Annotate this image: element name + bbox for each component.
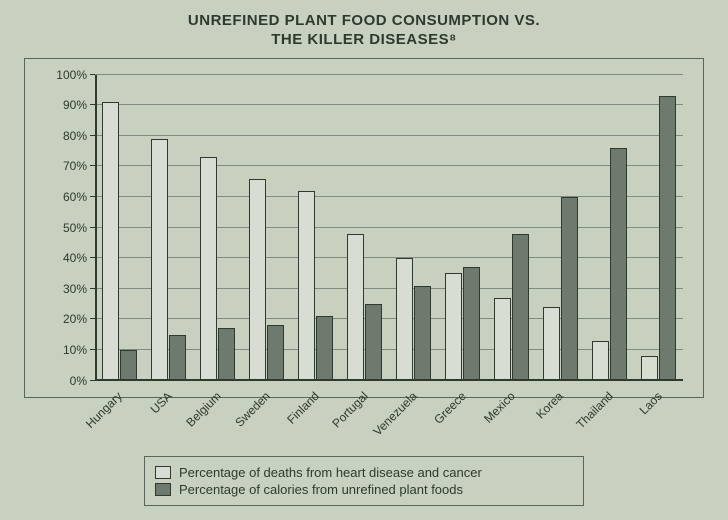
legend-item-deaths: Percentage of deaths from heart disease … <box>155 465 573 480</box>
bar-group <box>291 75 340 381</box>
bar-calories <box>120 350 137 381</box>
bar-group <box>389 75 438 381</box>
bar-group <box>634 75 683 381</box>
x-tick-label: Korea <box>534 389 567 422</box>
legend-label-deaths: Percentage of deaths from heart disease … <box>179 465 482 480</box>
bar-group <box>95 75 144 381</box>
y-tick-label: 0% <box>70 374 87 388</box>
y-tick-label: 40% <box>63 251 87 265</box>
x-axis-labels: HungaryUSABelgiumSwedenFinlandPortugalVe… <box>95 387 683 447</box>
bar-calories <box>316 316 333 380</box>
bar-calories <box>267 325 284 380</box>
x-tick-label: Portugal <box>329 389 371 431</box>
x-axis-line <box>95 379 683 381</box>
bar-group <box>144 75 193 381</box>
y-tick-label: 30% <box>63 282 87 296</box>
x-tick-label: Greece <box>431 389 469 427</box>
bar-deaths <box>151 139 168 381</box>
legend-item-calories: Percentage of calories from unrefined pl… <box>155 482 573 497</box>
plot-area <box>95 75 683 381</box>
bar-deaths <box>102 102 119 380</box>
bar-deaths <box>543 307 560 380</box>
bar-calories <box>512 234 529 381</box>
x-tick-label: Hungary <box>83 389 125 431</box>
chart-title: UNREFINED PLANT FOOD CONSUMPTION VS. THE… <box>24 12 704 50</box>
x-tick-label: Belgium <box>183 389 224 430</box>
bar-calories <box>561 197 578 381</box>
y-tick-label: 80% <box>63 129 87 143</box>
legend-swatch-deaths <box>155 466 171 479</box>
y-tick-label: 70% <box>63 159 87 173</box>
y-tick-label: 100% <box>56 68 87 82</box>
y-tick-label: 20% <box>63 312 87 326</box>
bar-group <box>438 75 487 381</box>
x-tick-label: Finland <box>284 389 322 427</box>
bar-deaths <box>347 234 364 381</box>
bar-group <box>193 75 242 381</box>
bar-calories <box>218 328 235 380</box>
bar-deaths <box>494 298 511 381</box>
bar-group <box>340 75 389 381</box>
bar-calories <box>365 304 382 381</box>
y-axis: 0%10%20%30%40%50%60%70%80%90%100% <box>25 75 95 381</box>
legend: Percentage of deaths from heart disease … <box>144 456 584 506</box>
bar-calories <box>414 286 431 381</box>
bar-deaths <box>298 191 315 381</box>
bar-group <box>487 75 536 381</box>
bars-container <box>95 75 683 381</box>
x-tick-label: Mexico <box>481 389 518 426</box>
y-tick-label: 10% <box>63 343 87 357</box>
bar-deaths <box>200 157 217 380</box>
bar-calories <box>659 96 676 381</box>
bar-deaths <box>641 356 658 380</box>
legend-swatch-calories <box>155 483 171 496</box>
x-tick-label: USA <box>147 389 174 416</box>
bar-deaths <box>592 341 609 381</box>
bar-deaths <box>396 258 413 380</box>
bar-deaths <box>445 273 462 380</box>
x-tick-label: Sweden <box>232 389 273 430</box>
y-axis-line <box>95 75 97 381</box>
y-tick-label: 50% <box>63 221 87 235</box>
bar-group <box>536 75 585 381</box>
chart-title-line2: THE KILLER DISEASES⁸ <box>24 31 704 50</box>
chart-title-line1: UNREFINED PLANT FOOD CONSUMPTION VS. <box>24 12 704 31</box>
y-tick-label: 60% <box>63 190 87 204</box>
bar-deaths <box>249 179 266 381</box>
bar-calories <box>169 335 186 381</box>
bar-group <box>242 75 291 381</box>
x-tick-label: Thailand <box>573 389 615 431</box>
bar-calories <box>463 267 480 380</box>
bar-group <box>585 75 634 381</box>
legend-label-calories: Percentage of calories from unrefined pl… <box>179 482 463 497</box>
x-tick-label: Venezuela <box>370 389 420 439</box>
x-tick-label: Laos <box>636 389 664 417</box>
bar-calories <box>610 148 627 381</box>
chart-frame: 0%10%20%30%40%50%60%70%80%90%100% Hungar… <box>24 58 704 398</box>
y-tick-label: 90% <box>63 98 87 112</box>
